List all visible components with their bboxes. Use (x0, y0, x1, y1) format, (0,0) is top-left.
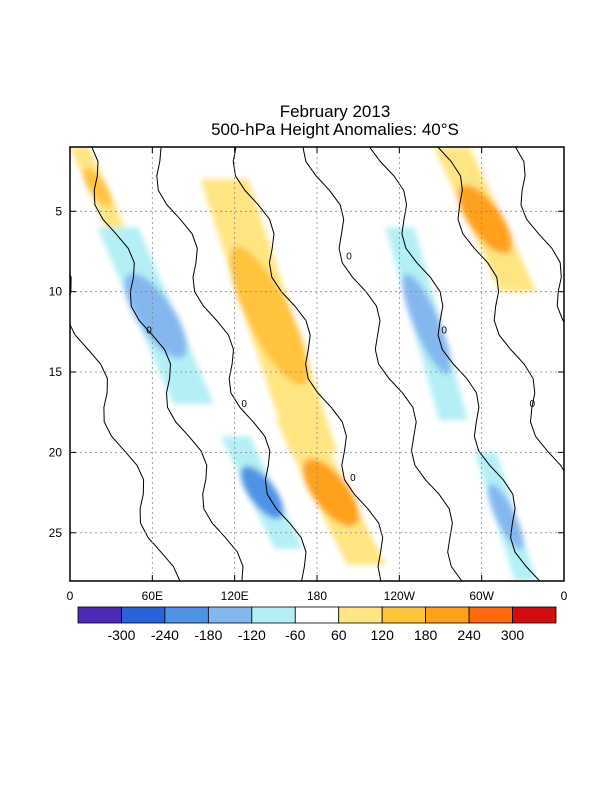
colorbar-label: -120 (238, 627, 266, 643)
anomaly-core-3 (458, 185, 513, 254)
x-tick-label: 60W (469, 589, 494, 603)
colorbar-swatch-1 (121, 606, 166, 624)
contour-label-2: 0 (241, 399, 247, 410)
zero-contour-3 (232, 147, 384, 581)
zero-contour-7 (514, 147, 564, 323)
colorbar-swatch-3 (207, 606, 253, 624)
anomaly-core-5 (240, 466, 284, 520)
colorbar-label: -300 (107, 627, 135, 643)
x-tick-label: 0 (67, 589, 74, 603)
colorbar-swatch-0 (77, 606, 122, 624)
colorbar-label: -180 (194, 627, 222, 643)
plot-area: 0 0 0 0 0 0 (70, 147, 600, 581)
contour-label-4: 0 (346, 252, 352, 263)
y-tick-label: 15 (49, 365, 63, 379)
colorbar-swatch-5 (294, 606, 340, 624)
zero-contour-4 (302, 147, 463, 581)
anomaly-core-2 (302, 458, 359, 527)
contour-label-5: 0 (441, 325, 447, 336)
zero-contour-1 (91, 147, 244, 581)
y-tick-label: 25 (49, 526, 63, 540)
colorbar-label: 120 (371, 627, 395, 643)
y-tick-label: 20 (49, 445, 63, 459)
colorbar-swatch-10 (512, 606, 557, 624)
anomaly-core-1 (229, 246, 309, 385)
colorbar-swatch-8 (425, 606, 470, 624)
chart-subtitle: 500-hPa Height Anomalies: 40°S (211, 120, 459, 139)
x-tick-label: 120E (221, 589, 249, 603)
colorbar-label: 180 (414, 627, 438, 643)
contour-label-1: 0 (146, 325, 152, 336)
colorbar-label: 60 (331, 627, 347, 643)
zero-contour-6 (437, 147, 564, 472)
colorbar-swatch-2 (164, 606, 209, 624)
contour-label-layer: 0 0 0 0 0 0 (146, 252, 535, 484)
anomaly-core-7 (487, 483, 524, 550)
x-tick-label: 120W (384, 589, 416, 603)
x-axis: 0 60E 120E 180 120W 60W 0 (67, 147, 568, 603)
y-axis: 5 10 15 20 25 (49, 204, 564, 540)
colorbar-swatch-4 (251, 606, 296, 624)
zero-contour-2 (156, 147, 307, 581)
x-tick-label: 60E (142, 589, 163, 603)
chart-title: February 2013 (280, 102, 391, 121)
anomaly-core-6 (402, 273, 452, 374)
colorbar-swatch-9 (468, 606, 513, 624)
colorbar-label: 240 (457, 627, 481, 643)
anomaly-core-4 (124, 273, 188, 359)
zero-contour-5 (369, 147, 541, 581)
colorbar-label: -60 (285, 627, 305, 643)
zero-contour-0 (70, 273, 181, 581)
contour-label-3: 0 (350, 473, 356, 484)
colorbar-label: 300 (501, 627, 525, 643)
anomaly-core-0 (82, 167, 113, 207)
colorbar: -300 -240 -180 -120 -60 60 120 180 240 300 (77, 606, 557, 643)
contour-label-6: 0 (530, 399, 536, 410)
grid-layer (70, 147, 564, 581)
x-tick-label: 180 (307, 589, 327, 603)
colorbar-swatch-7 (381, 606, 427, 624)
x-tick-label: 0 (561, 589, 568, 603)
y-tick-label: 10 (49, 285, 63, 299)
zero-contour-layer (70, 147, 600, 581)
zero-contour-8 (584, 147, 600, 581)
colorbar-swatch-6 (338, 606, 383, 624)
colorbar-label: -240 (151, 627, 179, 643)
y-tick-label: 5 (55, 204, 62, 218)
